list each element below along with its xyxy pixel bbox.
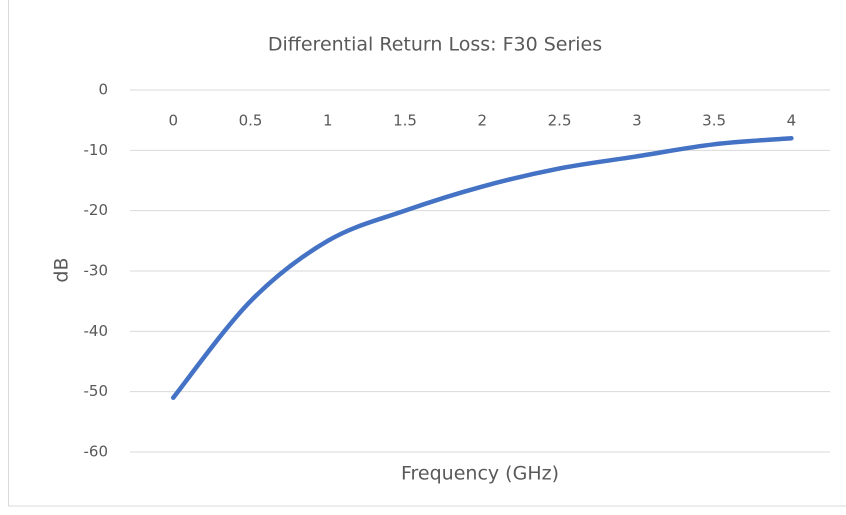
y-tick-label: -50 [84, 382, 109, 400]
chart-title: Differential Return Loss: F30 Series [268, 34, 602, 56]
chart-border [8, 0, 846, 507]
x-tick-label: 0 [168, 112, 178, 130]
line-series [171, 136, 794, 400]
x-axis-label: Frequency (GHz) [401, 463, 559, 485]
y-tick-label: -60 [84, 443, 109, 461]
y-tick-label: -40 [84, 322, 109, 340]
y-tick-label: -10 [84, 141, 109, 159]
x-tick-label: 0.5 [239, 112, 263, 130]
x-tick-label: 3.5 [702, 112, 726, 130]
x-tick-label: 2 [478, 112, 488, 130]
y-tick-label: 0 [98, 81, 108, 99]
y-tick-label: -20 [84, 201, 109, 219]
y-tick-label: -30 [84, 262, 109, 280]
x-tick-label: 3 [632, 112, 642, 130]
x-tick-label: 4 [787, 112, 797, 130]
x-tick-label: 1 [323, 112, 333, 130]
x-tick-label: 2.5 [548, 112, 572, 130]
y-axis-label: dB [51, 257, 73, 282]
x-tick-label: 1.5 [393, 112, 417, 130]
